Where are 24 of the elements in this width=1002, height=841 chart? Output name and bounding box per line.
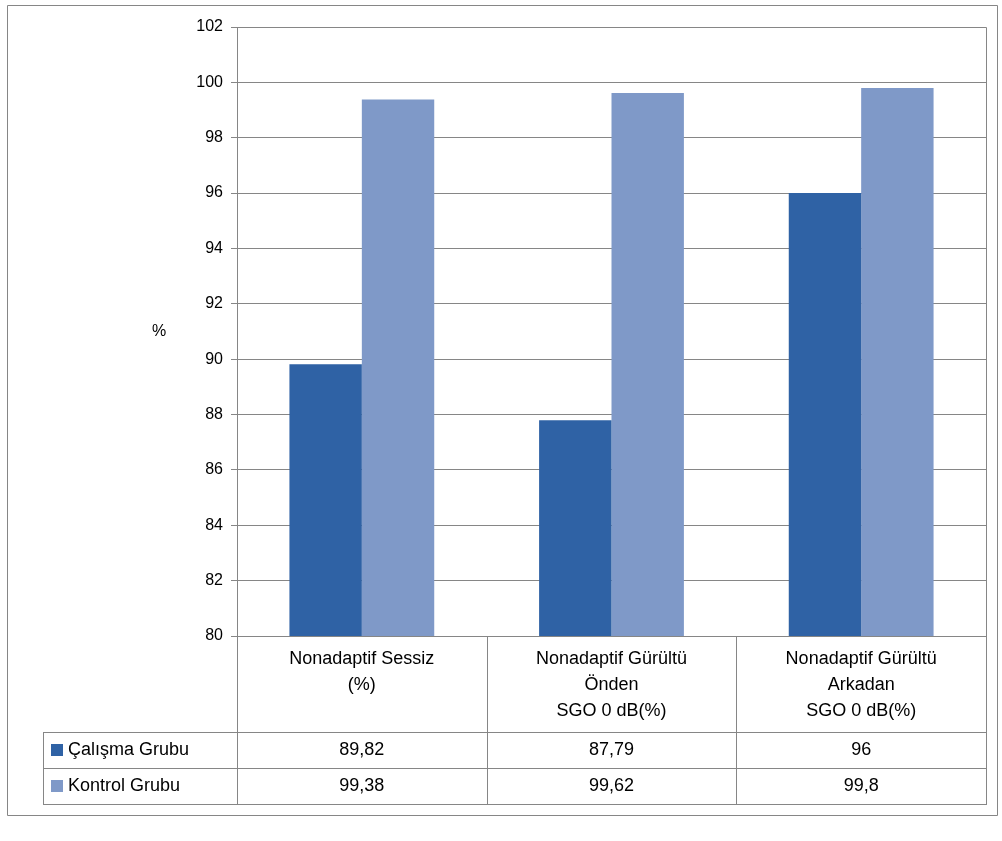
y-tick-label: 100 bbox=[196, 72, 224, 90]
data-label: 99,38 bbox=[339, 774, 385, 795]
y-tick-label: 96 bbox=[205, 183, 224, 201]
data-label: 87,79 bbox=[588, 738, 635, 759]
y-tick-label: 82 bbox=[205, 571, 224, 589]
y-tick-label: 94 bbox=[205, 238, 224, 256]
data-label: 89,82 bbox=[339, 738, 385, 759]
data-label: 99,62 bbox=[588, 774, 635, 795]
data-label: 96 bbox=[851, 738, 872, 759]
y-axis-title: % bbox=[151, 321, 167, 339]
legend-label: Kontrol Grubu bbox=[68, 774, 181, 795]
x-tick-label: Nonadaptif Sessiz (%) bbox=[289, 648, 435, 695]
x-tick-label: Nonadaptif Gürültü Önden SGO 0 dB(%) bbox=[535, 648, 688, 721]
y-tick-label: 88 bbox=[205, 404, 224, 422]
y-tick-label: 86 bbox=[205, 460, 224, 478]
y-tick-label: 84 bbox=[205, 515, 224, 533]
y-tick-label: 92 bbox=[205, 294, 224, 312]
y-tick-label: 80 bbox=[205, 626, 224, 644]
y-tick-label: 98 bbox=[205, 128, 224, 146]
legend-label: Çalışma Grubu bbox=[68, 738, 190, 759]
y-tick-label: 90 bbox=[205, 349, 224, 367]
y-tick-label: 102 bbox=[196, 17, 224, 35]
data-label: 99,8 bbox=[843, 774, 879, 795]
x-tick-label: Nonadaptif Gürültü Arkadan SGO 0 dB(%) bbox=[785, 648, 937, 721]
